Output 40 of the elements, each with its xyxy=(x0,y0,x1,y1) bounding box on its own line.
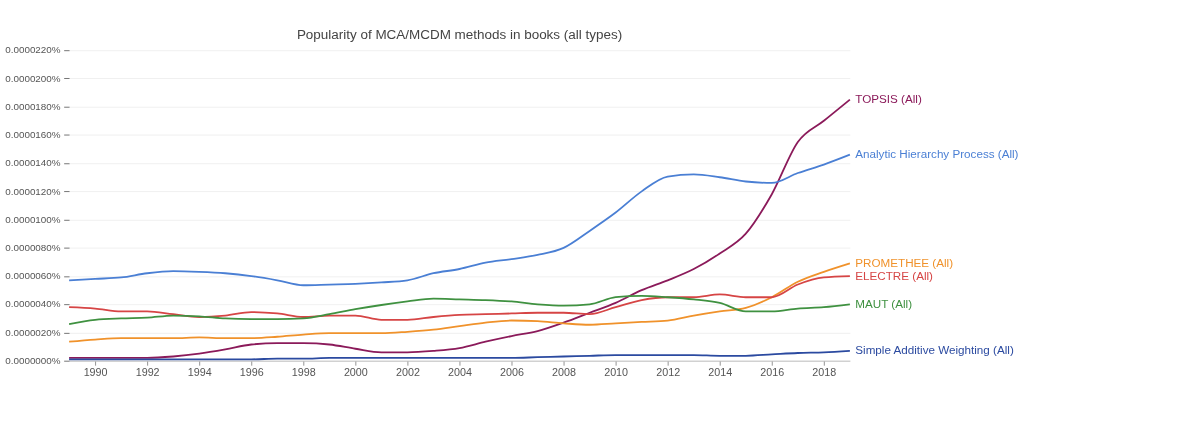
y-tick-label: 0.0000040% xyxy=(5,298,61,310)
y-tick-label: 0.0000120% xyxy=(5,185,61,197)
line-series xyxy=(68,294,851,325)
x-tick-label: 2018 xyxy=(812,365,837,378)
x-tick-label: 2002 xyxy=(395,365,420,378)
line-series xyxy=(68,349,851,361)
y-tick-label: 0.0000140% xyxy=(5,157,61,169)
x-tick-label: 1998 xyxy=(291,365,316,378)
x-tick-label: 2016 xyxy=(760,365,785,378)
series-label: PROMETHEE (All) xyxy=(855,255,954,269)
y-tick-label: 0.0000180% xyxy=(5,100,61,112)
x-tick-label: 2008 xyxy=(552,365,577,378)
line-series xyxy=(68,98,851,359)
series-label: TOPSIS (All) xyxy=(855,92,922,106)
x-tick-label: 2000 xyxy=(343,365,368,378)
x-tick-label: 2012 xyxy=(656,365,681,378)
series-label: Analytic Hierarchy Process (All) xyxy=(855,147,1019,161)
y-tick-label: 0.0000080% xyxy=(5,241,61,253)
x-tick-label: 2004 xyxy=(447,365,472,378)
y-tick-label: 0.0000000% xyxy=(5,354,61,366)
y-tick-label: 0.0000060% xyxy=(5,270,61,282)
line-series xyxy=(68,153,851,287)
series-label: Simple Additive Weighting (All) xyxy=(855,343,1014,357)
x-tick-label: 1992 xyxy=(135,365,160,378)
line-series xyxy=(68,275,851,321)
y-tick-label: 0.0000020% xyxy=(5,326,61,338)
line-series xyxy=(68,262,851,343)
series-label: ELECTRE (All) xyxy=(855,268,934,282)
series-label: MAUT (All) xyxy=(855,296,913,310)
x-tick-label: 2006 xyxy=(500,365,524,378)
x-tick-label: 2010 xyxy=(604,365,629,378)
y-tick-label: 0.0000160% xyxy=(5,129,61,141)
x-tick-label: 1996 xyxy=(239,365,264,378)
x-tick-label: 1994 xyxy=(187,365,212,378)
y-tick-label: 0.0000200% xyxy=(5,72,61,84)
x-tick-label: 1990 xyxy=(83,365,108,378)
x-tick-label: 2014 xyxy=(708,365,733,378)
y-tick-label: 0.0000220% xyxy=(5,44,61,56)
y-tick-label: 0.0000100% xyxy=(5,213,61,225)
chart-title: Popularity of MCA/MCDM methods in books (all types) xyxy=(296,26,623,42)
